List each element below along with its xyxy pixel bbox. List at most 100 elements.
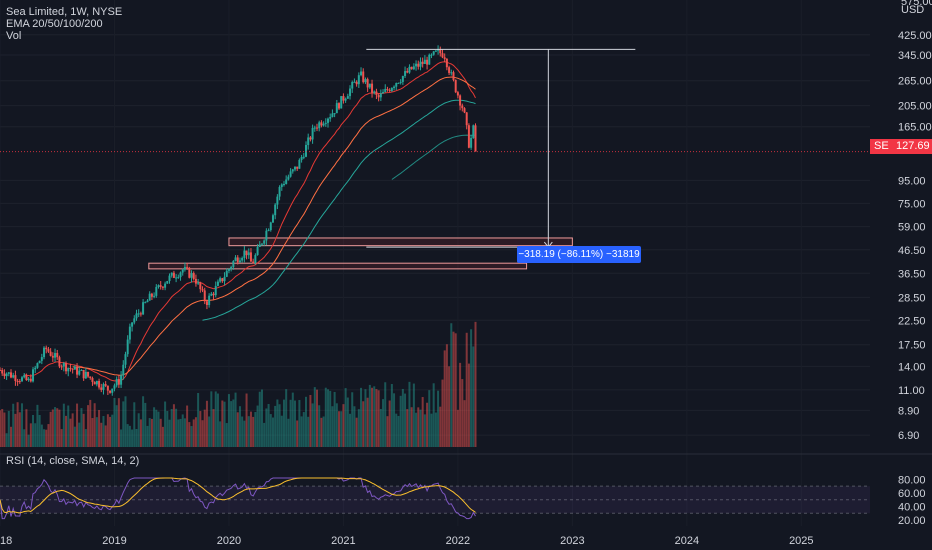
candle-body [408,66,411,73]
candle-body [386,88,389,90]
volume-bar [452,331,455,447]
candle-body [5,373,8,377]
candle-body [395,83,398,87]
volume-bar [377,390,380,447]
rsi-legend[interactable]: RSI (14, close, SMA, 14, 2) [6,455,140,467]
volume-bar [62,403,65,447]
candle-body [205,301,208,306]
candle-body [87,371,90,377]
volume-bar [177,419,180,447]
price-axis[interactable]: 425.00 345.00 265.00 205.00 165.00 95.00 75.00… [898,0,932,527]
volume-bar [419,409,422,447]
volume-bar [98,410,101,447]
volume-bar [404,393,407,447]
candle-body [201,289,204,291]
volume-bar [322,416,325,447]
rsi-tick-label: 60.00 [898,488,926,500]
candle-body [93,381,96,385]
volume-bar [258,391,261,447]
candle-body [126,339,129,355]
volume-bar [203,409,206,447]
candle-body [474,125,477,152]
volume-bar [349,413,352,447]
candle-body [51,355,54,358]
candle-body [282,184,285,186]
measure-result-label[interactable]: −318.19 (−86.11%) −31819 [517,246,641,263]
support-zone [228,237,573,247]
volume-bar [1,409,4,447]
volume-bar [227,394,230,447]
time-tick-label: 2020 [217,535,241,547]
volume-bar [271,417,274,447]
rsi-line [0,477,476,520]
candle-body [58,357,61,367]
candle-body [318,122,321,129]
volume-bar [412,383,415,447]
candle-body [219,278,222,282]
volume-bar [144,402,147,447]
volume-bar [32,414,35,447]
volume-bar [410,407,413,447]
volume-bar [126,424,129,447]
volume-bar [214,391,217,447]
volume-bar [192,419,195,447]
candle-body [258,244,261,247]
volume-bar [82,413,85,447]
volume-bar [111,414,114,447]
volume-legend[interactable]: Vol [6,30,22,42]
candle-body [95,380,98,385]
volume-bar [135,428,138,447]
price-tick-label: 8.90 [898,405,919,417]
volume-bar [51,409,54,447]
volume-bar [58,409,61,447]
candle-body [159,285,162,287]
candle-body [452,72,455,80]
volume-bar [439,406,442,447]
candlesticks[interactable] [0,45,477,396]
volume-bar [254,412,257,447]
candle-body [45,347,48,350]
volume-bar [269,414,272,447]
candle-body [366,79,369,88]
candle-body [230,266,233,269]
volume-bar [0,410,1,447]
volume-bar [388,400,391,447]
candle-body [18,381,21,383]
ema200-line [391,134,476,180]
volume-bar [296,420,299,447]
measure-tool[interactable] [0,48,870,248]
candle-body [25,375,28,381]
ema100-line [202,99,476,321]
volume-bar [175,408,178,447]
support-zones[interactable] [148,237,573,270]
volume-bar [150,418,153,447]
candle-body [117,378,120,385]
volume-bar [329,390,332,447]
candle-body [199,282,202,290]
candle-body [454,79,457,93]
volume-bar [338,411,341,447]
volume-bar [263,422,266,447]
candle-body [21,377,24,382]
volume-bar [234,392,237,447]
volume-bar [124,396,127,447]
time-axis[interactable]: 2018 2019 2020 2021 2022 2023 2024 2025 [0,535,814,547]
candle-body [338,103,341,109]
volume-bar [340,411,343,447]
volume-bar [40,424,43,447]
volume-bar [331,406,334,447]
rsi-tick-label: 40.00 [898,501,926,513]
volume-bar [45,429,48,447]
candle-body [32,369,35,382]
volume-bar [298,400,301,447]
candle-body [340,96,343,109]
volume-bar [139,419,142,447]
candle-body [393,86,396,88]
candle-body [316,127,319,129]
candle-body [280,184,283,187]
volume-bar [199,411,202,447]
ema-legend[interactable]: EMA 20/50/100/200 [6,18,103,30]
volume-bar [379,408,382,447]
volume-bar [236,412,239,447]
